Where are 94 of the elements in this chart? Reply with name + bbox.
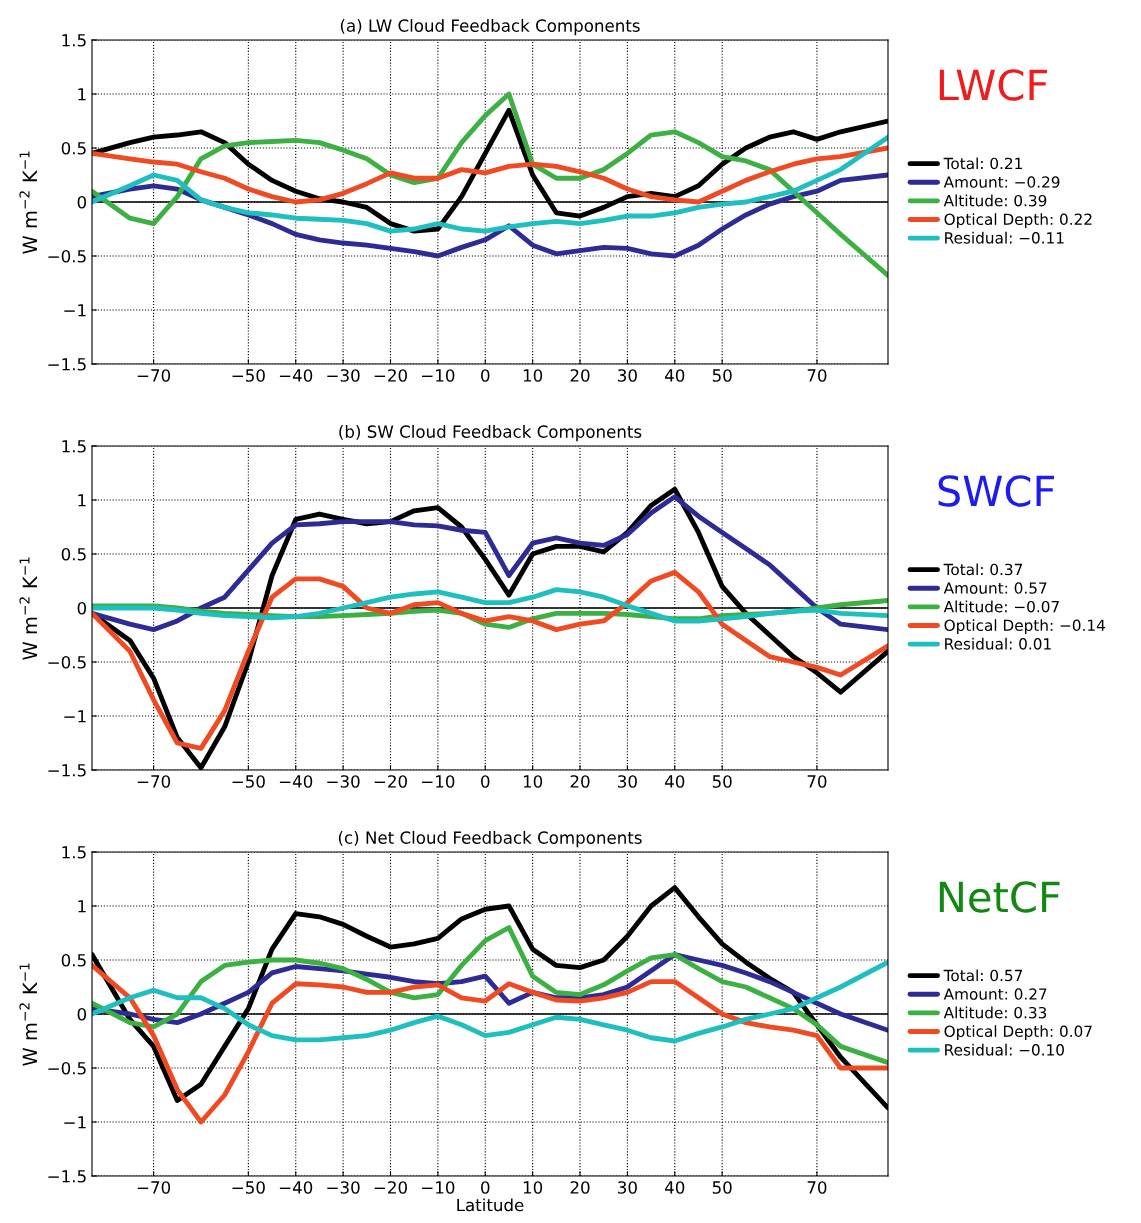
y-tick-label: −1 <box>64 304 86 317</box>
x-tick-label: −20 <box>374 1181 407 1194</box>
legend-label: Amount: 0.27 <box>943 988 1047 1000</box>
legend-label: Total: 0.21 <box>943 157 1022 170</box>
x-tick-label: 20 <box>570 369 590 382</box>
chart-title: (b) SW Cloud Feedback Components <box>339 425 642 442</box>
x-tick-label: 30 <box>618 775 637 788</box>
y-tick-label: 1 <box>78 88 86 101</box>
x-axis-title: Latitude <box>457 1198 524 1212</box>
x-tick-label: 0 <box>481 369 490 382</box>
x-tick-label: −20 <box>374 369 407 382</box>
y-axis-title: W m$^{−2}$ K$^{−1}$ <box>19 557 37 660</box>
line-series <box>92 494 888 633</box>
x-tick-label: −70 <box>137 369 171 382</box>
y-tick-label: 1.5 <box>62 846 86 859</box>
y-tick-label: −0.5 <box>48 655 86 669</box>
x-tick-label: −10 <box>422 1181 455 1194</box>
y-tick-label: 1 <box>78 494 86 507</box>
y-tick-label: 0 <box>77 195 87 209</box>
x-tick-label: 40 <box>665 1181 685 1194</box>
y-axis-title: W m$^{−2}$ K$^{−1}$ <box>19 151 37 254</box>
y-tick-label: 1 <box>78 900 86 913</box>
y-tick-label: −1.5 <box>48 1170 86 1183</box>
x-tick-label: −30 <box>327 1181 360 1194</box>
line-series <box>92 91 888 278</box>
x-tick-label: 20 <box>570 775 590 788</box>
y-tick-label: 0 <box>77 1007 87 1021</box>
text: LWCF <box>939 69 1048 101</box>
x-tick-label: −40 <box>279 369 313 382</box>
text: NetCF <box>939 881 1060 913</box>
x-tick-label: 40 <box>665 369 685 382</box>
legend-label: Residual: −0.11 <box>945 231 1064 244</box>
x-tick-label: 50 <box>712 369 732 382</box>
x-tick-label: −40 <box>279 775 313 788</box>
y-tick-label: 0.5 <box>61 141 86 155</box>
y-tick-label: −1 <box>64 1116 86 1129</box>
y-tick-label: 0 <box>77 601 87 615</box>
line-series <box>92 587 888 624</box>
line-series <box>92 569 888 751</box>
x-tick-label: 50 <box>712 775 732 788</box>
y-tick-label: 0.5 <box>61 547 86 561</box>
x-tick-label: 50 <box>712 1181 732 1194</box>
line-series <box>92 134 888 234</box>
x-tick-label: 70 <box>807 775 827 788</box>
legend-label: Residual: 0.01 <box>945 637 1051 650</box>
legend-label: Altitude: 0.33 <box>943 1006 1047 1019</box>
x-tick-label: 70 <box>807 369 827 382</box>
line-series <box>92 145 888 205</box>
y-tick-label: −1 <box>64 710 86 723</box>
legend-label: Amount: −0.29 <box>943 176 1060 188</box>
legend-label: Total: 0.57 <box>943 969 1023 982</box>
y-tick-label: −1.5 <box>48 358 86 371</box>
y-tick-label: −0.5 <box>48 1061 86 1075</box>
x-tick-label: 0 <box>481 1181 490 1194</box>
x-tick-label: −50 <box>232 369 265 382</box>
y-tick-label: −0.5 <box>48 249 86 263</box>
x-tick-label: −30 <box>327 369 360 382</box>
x-tick-label: 30 <box>618 369 637 382</box>
legend-label: Altitude: 0.39 <box>943 194 1047 207</box>
x-tick-label: 40 <box>665 775 685 788</box>
x-tick-label: −70 <box>137 1181 171 1194</box>
x-tick-label: −30 <box>327 775 360 788</box>
x-tick-label: 30 <box>618 1181 637 1194</box>
chart-title: (c) Net Cloud Feedback Components <box>338 831 642 848</box>
line-series <box>92 959 888 1044</box>
x-tick-label: 10 <box>523 369 543 382</box>
legend-label: Optical Depth: −0.14 <box>944 619 1105 634</box>
y-tick-label: −1.5 <box>48 764 86 777</box>
y-tick-label: 0.5 <box>61 953 86 967</box>
legend-label: Altitude: −0.07 <box>943 600 1059 613</box>
legend-label: Total: 0.37 <box>943 563 1023 576</box>
x-tick-label: −50 <box>232 1181 265 1194</box>
legend-label: Optical Depth: 0.07 <box>944 1025 1092 1040</box>
x-tick-label: 20 <box>570 1181 590 1194</box>
x-tick-label: −10 <box>422 369 455 382</box>
x-tick-label: 0 <box>481 775 490 788</box>
line-series <box>92 962 888 1125</box>
chart-title: (a) LW Cloud Feedback Components <box>340 19 640 36</box>
x-tick-label: −70 <box>137 775 171 788</box>
y-axis-title: W m$^{−2}$ K$^{−1}$ <box>19 963 37 1066</box>
y-tick-label: 1.5 <box>62 34 86 47</box>
x-tick-label: 10 <box>523 1181 543 1194</box>
x-tick-label: 10 <box>523 775 543 788</box>
y-tick-label: 1.5 <box>62 440 86 453</box>
legend-label: Residual: −0.10 <box>945 1043 1064 1056</box>
legend-label: Optical Depth: 0.22 <box>944 213 1092 228</box>
line-series <box>92 925 888 1066</box>
x-tick-label: 70 <box>807 1181 827 1194</box>
x-tick-label: −40 <box>279 1181 313 1194</box>
legend-label: Amount: 0.57 <box>943 582 1047 594</box>
x-tick-label: −50 <box>232 775 265 788</box>
x-tick-label: −10 <box>422 775 455 788</box>
text: SWCF <box>938 475 1055 507</box>
x-tick-label: −20 <box>374 775 407 788</box>
